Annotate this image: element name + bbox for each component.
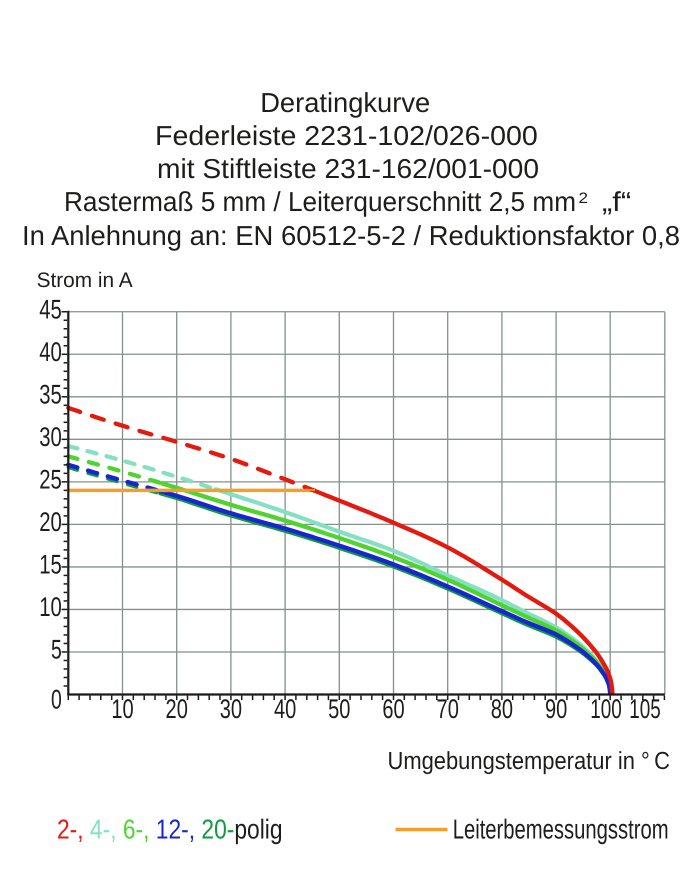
svg-text:50: 50 [328,694,350,724]
svg-text:mit Stiftleiste 231-162/001-00: mit Stiftleiste 231-162/001-000 [157,153,539,184]
svg-text:10: 10 [39,592,62,622]
svg-text:70: 70 [437,694,459,724]
svg-text:80: 80 [491,694,513,724]
svg-text:30: 30 [39,422,62,452]
svg-text:100: 100 [590,694,622,724]
svg-text:15: 15 [39,550,62,580]
svg-text:Deratingkurve: Deratingkurve [260,87,430,118]
svg-text:45: 45 [39,294,62,324]
svg-text:2: 2 [579,190,589,207]
svg-text:Leiterbemessungsstrom: Leiterbemessungsstrom [453,814,669,845]
svg-text:30: 30 [220,694,242,724]
svg-text:20: 20 [39,507,62,537]
svg-text:90: 90 [545,694,567,724]
svg-text:60: 60 [382,694,404,724]
svg-text:35: 35 [39,379,62,409]
svg-text:Umgebungstemperatur in ° C: Umgebungstemperatur in ° C [388,748,671,775]
svg-text:25: 25 [39,465,62,495]
svg-text:0: 0 [51,684,62,714]
svg-text:Strom in A: Strom in A [37,269,133,292]
svg-text:In Anlehnung an: EN 60512-5-2: In Anlehnung an: EN 60512-5-2 / Reduktio… [22,220,680,251]
svg-text:10: 10 [111,694,133,724]
svg-text:20: 20 [166,694,188,724]
svg-text:Federleiste 2231-102/026-000: Federleiste 2231-102/026-000 [155,120,538,151]
svg-text:40: 40 [274,694,296,724]
svg-text:5: 5 [51,635,62,665]
svg-text:„f“: „f“ [602,186,631,217]
svg-text:Rastermaß 5 mm / Leiterquersch: Rastermaß 5 mm / Leiterquerschnitt 2,5 m… [64,186,576,217]
svg-text:2-, 4-, 6-, 12-, 20-polig: 2-, 4-, 6-, 12-, 20-polig [57,814,283,845]
svg-text:40: 40 [39,337,62,367]
svg-text:105: 105 [629,694,661,724]
